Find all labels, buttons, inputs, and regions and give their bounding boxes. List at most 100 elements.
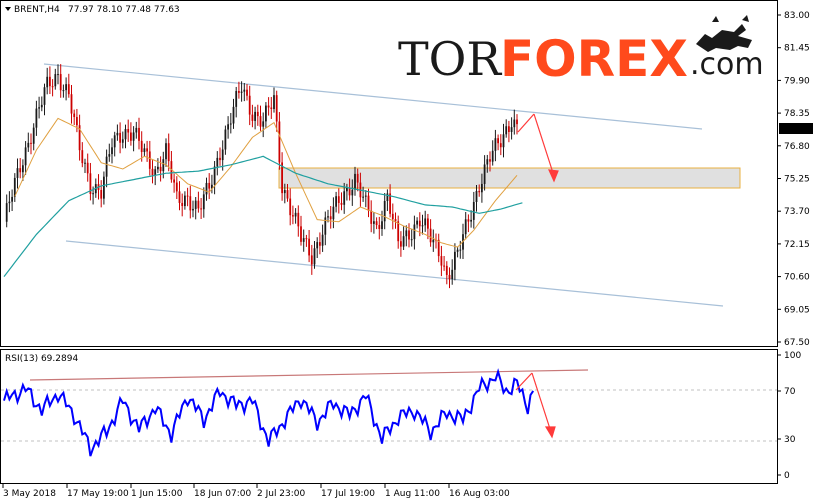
candle-body [481, 183, 483, 193]
candle-body [103, 176, 105, 199]
candle-body [454, 251, 456, 270]
candle-body [92, 193, 94, 195]
price-tick-label: 81.45 [784, 44, 810, 54]
candle-body [178, 191, 181, 203]
price-tick-label: 79.90 [784, 76, 810, 86]
candle-body [513, 119, 516, 128]
candle-body [246, 89, 248, 96]
logo-text-forex: FOREX [500, 30, 688, 88]
candle-body [362, 196, 364, 198]
candle-body [167, 143, 170, 162]
candle-body [348, 187, 351, 196]
candle-body [78, 125, 81, 151]
candle-body [297, 212, 300, 227]
time-tick-label: 1 Jun 15:00 [131, 489, 183, 499]
candle-body [354, 173, 356, 190]
candle-body [286, 190, 289, 199]
candle-body [464, 219, 467, 235]
price-tick-label: 78.35 [784, 109, 810, 119]
rsi-tick-label: 0 [784, 471, 790, 481]
time-tick-label: 2 Jul 23:00 [257, 489, 306, 499]
candle-body [148, 151, 151, 169]
price-tick-label: 73.70 [784, 207, 810, 217]
candle-body [57, 74, 59, 76]
header-dropdown-icon[interactable] [5, 7, 11, 11]
candle-body [408, 230, 410, 240]
candle-body [389, 193, 391, 214]
candle-body [400, 241, 402, 247]
candle-body [508, 126, 510, 132]
candle-body [410, 239, 413, 241]
candle-body [111, 147, 113, 155]
candle-body [184, 195, 186, 207]
candle-body [254, 111, 256, 121]
candle-body [489, 159, 491, 162]
candle-body [278, 121, 281, 163]
rsi-label: RSI(13) 69.2894 [5, 354, 78, 364]
candle-body [394, 219, 397, 222]
candle-body [132, 132, 135, 141]
candle-body [329, 216, 332, 220]
candle-body [70, 94, 73, 114]
price-tick-label: 70.60 [784, 273, 810, 283]
candle-body [146, 148, 148, 152]
time-tick-label: 1 Aug 11:00 [385, 489, 440, 499]
candle-body [86, 162, 89, 174]
candle-body [478, 190, 481, 193]
candle-body [27, 142, 30, 148]
candle-body [337, 196, 340, 203]
projection-arrow [517, 113, 559, 183]
candle-body [259, 116, 262, 127]
price-axis: 83.00 81.45 79.90 78.35 76.80 75.25 73.70 72.15… [777, 11, 810, 348]
torforex-logo: TOR FOREX .com [398, 15, 764, 88]
candle-body [243, 89, 246, 92]
candle-body [472, 202, 475, 220]
candle-body [378, 225, 381, 229]
candle-body [283, 190, 286, 194]
candle-body [370, 210, 373, 224]
candle-body [189, 196, 192, 211]
candle-body [437, 239, 440, 257]
candle-body [100, 189, 103, 199]
candle-body [213, 166, 216, 185]
price-tick-label: 83.00 [784, 11, 810, 21]
candle-body [386, 193, 389, 201]
candle-body [38, 107, 40, 109]
candle-body [510, 127, 513, 132]
candle-body [170, 161, 173, 180]
resistance-zone [278, 167, 741, 189]
candle-body [445, 265, 448, 275]
candle-body [194, 200, 197, 209]
candle-body [251, 114, 254, 121]
candle-body [30, 142, 32, 144]
price-tick-label: 72.15 [784, 240, 810, 250]
channel-upper-line [43, 63, 703, 130]
candle-body [310, 255, 313, 265]
candle-body [402, 236, 405, 247]
candle-body [429, 228, 432, 243]
candle-body [40, 104, 43, 108]
candle-body [127, 129, 130, 133]
candle-body [119, 132, 121, 143]
candle-body [211, 184, 213, 189]
candle-body [51, 86, 54, 88]
candle-body [43, 87, 46, 105]
chart-header: BRENT,H4 77.97 78.10 77.48 77.63 [5, 5, 180, 15]
candle-body [124, 129, 127, 140]
candle-body [35, 108, 38, 128]
candle-body [16, 168, 19, 178]
candle-body [202, 194, 205, 210]
candle-body [227, 124, 229, 130]
channel-lower-line [65, 240, 724, 307]
candle-body [8, 201, 11, 204]
candle-body [502, 134, 505, 148]
rsi-tick-label: 30 [784, 435, 796, 445]
current-price-marker: 77.63 [779, 123, 813, 135]
candle-body [265, 105, 267, 122]
candle-body [321, 234, 324, 246]
candle-body [335, 196, 337, 207]
logo-text-com: .com [690, 47, 764, 82]
candle-body [383, 200, 386, 222]
price-tick-label: 67.50 [784, 338, 810, 348]
candle-body [467, 219, 470, 222]
